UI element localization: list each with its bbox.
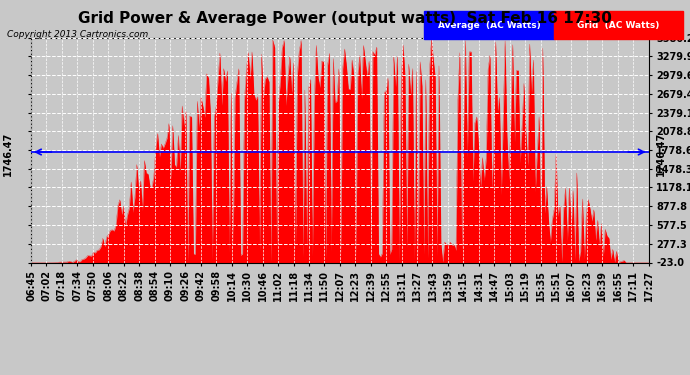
Text: 1746.47: 1746.47: [3, 132, 13, 176]
Text: Average  (AC Watts): Average (AC Watts): [437, 21, 540, 30]
Bar: [553, 11, 683, 39]
Text: 1746.47: 1746.47: [656, 132, 666, 176]
Bar: [424, 11, 553, 39]
Text: Grid  (AC Watts): Grid (AC Watts): [578, 21, 660, 30]
Text: Grid Power & Average Power (output watts)  Sat Feb 16 17:30: Grid Power & Average Power (output watts…: [78, 11, 612, 26]
Text: Copyright 2013 Cartronics.com: Copyright 2013 Cartronics.com: [7, 30, 148, 39]
